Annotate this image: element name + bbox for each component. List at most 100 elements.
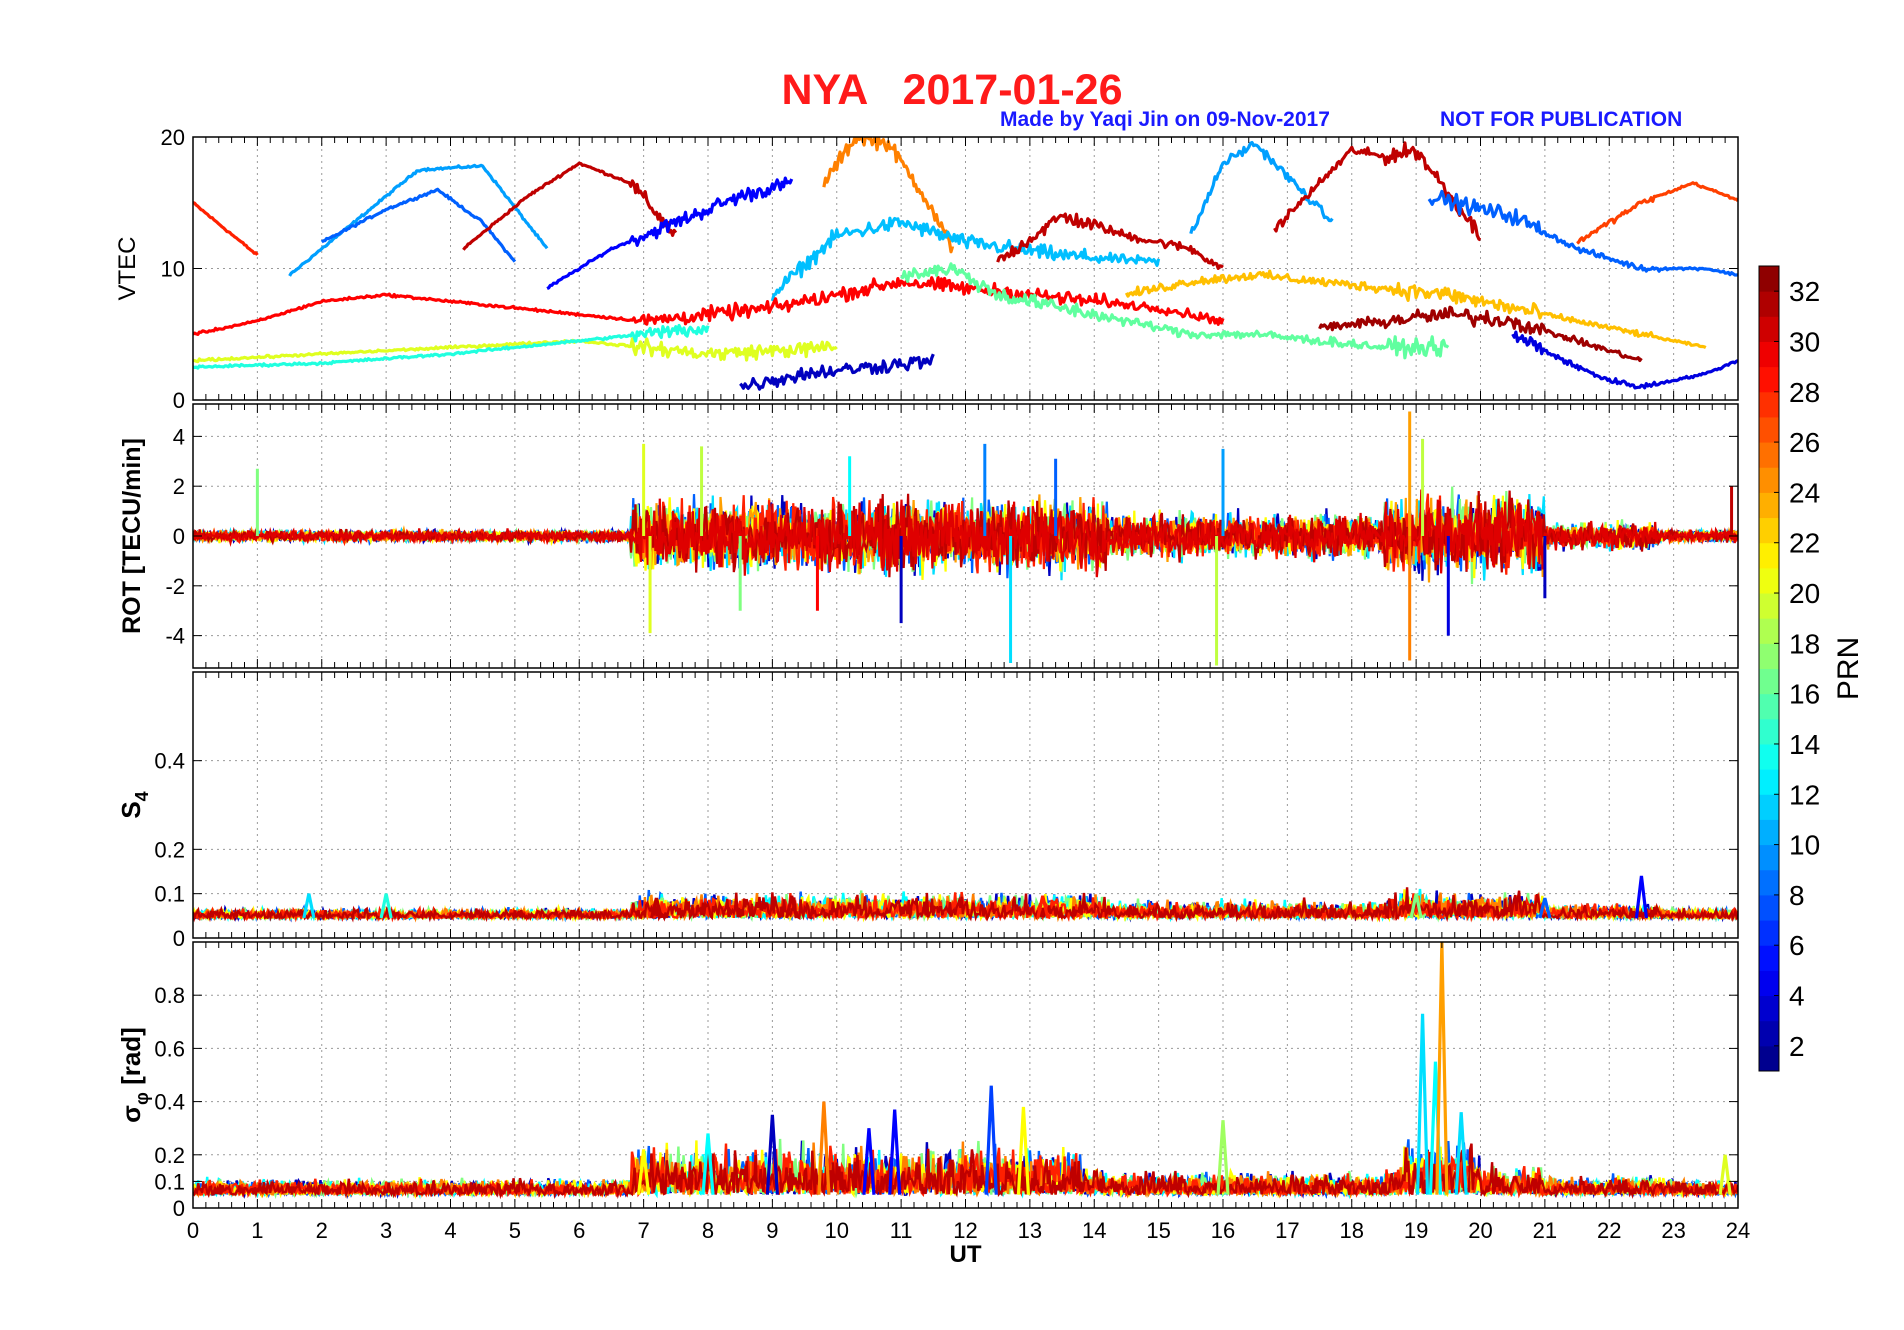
colorbar-tick-label: 26	[1789, 427, 1820, 458]
colorbar-tick-label: 4	[1789, 981, 1805, 1012]
xtick-label: 14	[1082, 1218, 1106, 1243]
xtick-label: 17	[1275, 1218, 1299, 1243]
sigma_phi-spike-prn-7	[984, 1085, 998, 1195]
vtec-series-prn-16	[900, 262, 1450, 360]
s4-spike-prn-17	[1409, 893, 1423, 919]
colorbar-band-15	[1759, 693, 1779, 720]
xtick-label: 24	[1726, 1218, 1750, 1243]
colorbar-tick-label: 10	[1789, 830, 1820, 861]
colorbar-label: PRN	[1832, 637, 1865, 700]
panel-s4-ytick-label: 0.4	[154, 749, 185, 774]
s4-spike-prn-14	[379, 893, 393, 919]
xtick-label: 3	[380, 1218, 392, 1243]
colorbar-band-20	[1759, 567, 1779, 594]
s4-spike-prn-28	[1036, 895, 1050, 919]
vtec-series-prn-31	[996, 212, 1224, 270]
colorbar-band-2	[1759, 1020, 1779, 1047]
colorbar-tick-label: 16	[1789, 679, 1820, 710]
s4-spike-prn-12	[302, 893, 316, 919]
vtec-series-prn-10	[1189, 140, 1334, 235]
xtick-label: 12	[953, 1218, 977, 1243]
xtick-label: 7	[638, 1218, 650, 1243]
panel-sigma-phi-ylabel: σφ [rad]	[116, 1027, 152, 1123]
xtick-label: 10	[825, 1218, 849, 1243]
colorbar-band-4	[1759, 970, 1779, 997]
xtick-label: 2	[316, 1218, 328, 1243]
colorbar-band-32	[1759, 266, 1779, 292]
colorbar-band-7	[1759, 894, 1779, 921]
panel-s4-ytick-label: 0	[173, 926, 185, 951]
colorbar-band-30	[1759, 316, 1779, 342]
sigma_phi-spike-prn-25	[817, 1101, 831, 1195]
panel-sigma_phi-ytick-label: 0.4	[154, 1090, 185, 1115]
colorbar-tick-label: 20	[1789, 578, 1820, 609]
sigma_phi-spike-prn-13	[701, 1133, 715, 1195]
colorbar-band-17	[1759, 643, 1779, 669]
panel-sigma_phi-ytick-label: 0	[173, 1196, 185, 1221]
colorbar-band-25	[1759, 442, 1779, 468]
xtick-label: 20	[1468, 1218, 1492, 1243]
xtick-label: 0	[187, 1218, 199, 1243]
s4-spike-prn-5	[1634, 875, 1649, 919]
sigma_phi-spike-prn-5	[888, 1109, 902, 1195]
sigma_phi-spike-prn-5	[862, 1128, 876, 1195]
panel-vtec-ylabel: VTEC	[114, 236, 141, 300]
panel-rot-ytick-label: 0	[173, 524, 185, 549]
colorbar-band-5	[1759, 945, 1779, 971]
colorbar-tick-label: 12	[1789, 779, 1820, 810]
colorbar-tick-label: 28	[1789, 377, 1820, 408]
s4-spike-prn-31	[649, 897, 664, 919]
vtec-series-prn-5	[546, 176, 794, 291]
sigma_phi-spike-prn-18	[1216, 1120, 1230, 1195]
xtick-label: 4	[444, 1218, 456, 1243]
sigma_phi-spike-prn-12	[1415, 1013, 1430, 1195]
colorbar-band-28	[1759, 366, 1779, 393]
vtec-series-prn-31	[1273, 141, 1482, 242]
colorbar-band-13	[1759, 743, 1779, 770]
panel-rot-ytick-label: -2	[165, 574, 185, 599]
colorbar-tick-label: 18	[1789, 628, 1820, 659]
colorbar-band-27	[1759, 391, 1779, 418]
colorbar-tick-label: 32	[1789, 276, 1820, 307]
colorbar-band-26	[1759, 416, 1779, 443]
colorbar-tick-label: 30	[1789, 326, 1820, 357]
vtec-series-prn-3	[739, 353, 935, 391]
panel-vtec-data	[193, 137, 1738, 391]
vtec-series-prn-10	[288, 163, 549, 277]
colorbar-tick-label: 14	[1789, 729, 1820, 760]
colorbar-band-6	[1759, 920, 1779, 946]
sigma_phi-spike-prn-12	[1454, 1112, 1468, 1195]
vtec-series-prn-4	[1511, 330, 1738, 390]
xtick-label: 13	[1018, 1218, 1042, 1243]
colorbar-tick-label: 2	[1789, 1031, 1805, 1062]
xtick-label: 16	[1211, 1218, 1235, 1243]
colorbar-band-31	[1759, 291, 1779, 317]
colorbar-band-18	[1759, 618, 1779, 644]
colorbar-band-14	[1759, 718, 1779, 745]
sigma_phi-spike-prn-21	[637, 1149, 651, 1195]
s4-spike-prn-31	[785, 895, 799, 919]
colorbar-band-9	[1759, 844, 1779, 871]
xtick-label: 22	[1597, 1218, 1621, 1243]
vtec-series-prn-20	[193, 337, 838, 364]
colorbar-tick-label: 24	[1789, 477, 1820, 508]
vtec-series-prn-27	[1576, 181, 1738, 245]
colorbar-band-12	[1759, 769, 1779, 795]
panel-s4-ytick-label: 0.2	[154, 837, 185, 862]
colorbar-tick-label: 22	[1789, 528, 1820, 559]
colorbar-band-11	[1759, 794, 1779, 820]
vtec-series-prn-23	[1124, 269, 1707, 350]
xtick-label: 8	[702, 1218, 714, 1243]
panel-sigma_phi-ytick-label: 0.1	[154, 1169, 185, 1194]
xtick-label: 18	[1340, 1218, 1364, 1243]
xtick-label: 6	[573, 1218, 585, 1243]
panel-rot-ylabel: ROT [TECU/min]	[118, 438, 146, 634]
xtick-label: 19	[1404, 1218, 1428, 1243]
xtick-label: 5	[509, 1218, 521, 1243]
data-layer	[193, 137, 1738, 1200]
vtec-series-prn-11	[770, 216, 1161, 302]
axes-layer	[192, 136, 1739, 1209]
sigma_phi-spike-prn-24	[1435, 942, 1449, 1195]
xtick-label: 9	[766, 1218, 778, 1243]
